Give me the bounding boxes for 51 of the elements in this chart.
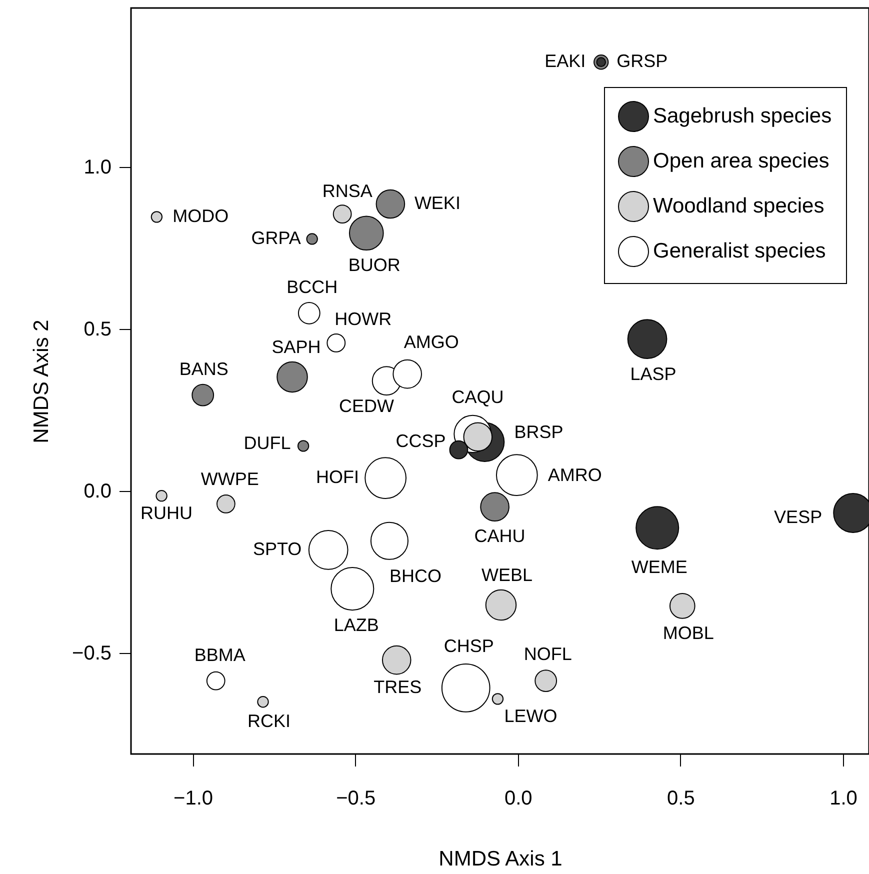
y-axis-title: NMDS Axis 2 [30, 320, 54, 444]
legend-label: Sagebrush species [653, 104, 832, 128]
x-tick-label: 0.0 [504, 788, 532, 810]
annotation: RNSA [322, 181, 372, 202]
annotation: WEKI [414, 192, 460, 213]
annotation: CCSP [396, 430, 446, 451]
annotation: AMGO [404, 332, 459, 352]
annotation: LEWO [504, 706, 558, 726]
annotation: GRPA [251, 228, 301, 248]
x-axis-title: NMDS Axis 1 [438, 848, 562, 870]
annotation: BRSP [514, 422, 564, 442]
annotation: CHSP [444, 636, 494, 656]
annotation: LASP [630, 364, 676, 384]
annotation: SPTO [253, 538, 302, 559]
x-tick-label: 1.0 [830, 788, 858, 810]
y-tick-label: 1.0 [84, 156, 112, 179]
x-tick-label: −0.5 [336, 788, 376, 810]
annotation: EAKI [544, 51, 586, 72]
y-tick-label: 0.0 [84, 480, 112, 502]
annotation: WEBL [481, 564, 532, 585]
annotation: CAHU [474, 526, 526, 546]
annotation: GRSP [616, 51, 668, 72]
annotation: MOBL [662, 622, 714, 643]
annotation: SAPH [272, 336, 321, 357]
annotation: HOFI [316, 467, 360, 488]
x-tick-label: −1.0 [174, 788, 214, 810]
annotation: RCKI [247, 710, 291, 731]
annotation: BUOR [348, 255, 400, 276]
annotation: BHCO [389, 566, 442, 586]
x-tick-label: 0.5 [667, 788, 695, 810]
annotation: NOFL [524, 644, 572, 664]
annotation: CEDW [339, 396, 394, 416]
annotation: BANS [179, 359, 228, 380]
annotation: TRES [374, 677, 422, 698]
annotation: HOWR [334, 308, 392, 329]
annotation: BCCH [286, 277, 338, 298]
annotation: DUFL [244, 432, 291, 453]
y-tick-label: −0.5 [72, 642, 112, 664]
legend-label: Woodland species [653, 194, 824, 218]
legend-label: Open area species [653, 150, 830, 172]
annotation: RUHU [140, 502, 193, 523]
annotation: LAZB [334, 614, 379, 635]
annotation: CAQU [452, 386, 504, 407]
y-tick-label: 0.5 [84, 318, 112, 341]
annotation: MODO [172, 206, 229, 226]
annotation: WEME [631, 556, 688, 577]
legend-label: Generalist species [653, 240, 826, 262]
annotation: VESP [774, 507, 822, 527]
annotation: BBMA [194, 644, 246, 665]
annotation: AMRO [548, 465, 602, 486]
annotation: WWPE [200, 468, 259, 489]
